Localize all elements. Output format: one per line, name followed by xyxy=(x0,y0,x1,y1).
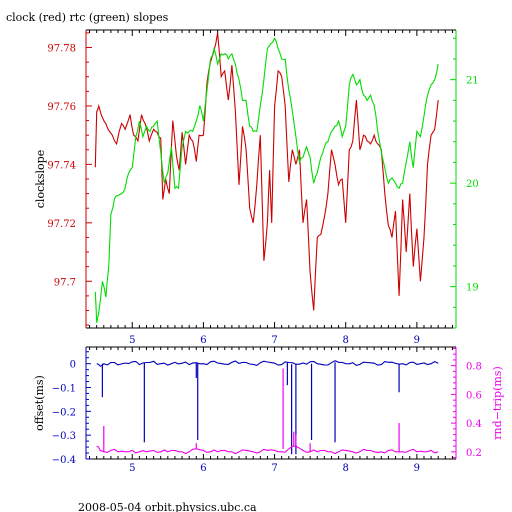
offset-panel: 5 6 7 8 9 0 −0.1 −0.2 −0.3 −0.4 0.2 0.4 0.6 0.8 offset… xyxy=(33,346,504,474)
y-tick-label: −0.2 xyxy=(52,407,76,418)
x-tick-label: 8 xyxy=(343,463,349,474)
x-tick-label: 6 xyxy=(200,463,206,474)
x-tick-label: 9 xyxy=(414,463,420,474)
y-tick-label: −0.4 xyxy=(52,455,76,466)
y2-tick-label: 20 xyxy=(466,179,479,190)
y2-tick-label: 21 xyxy=(466,76,479,87)
y-tick-label: −0.3 xyxy=(52,431,76,442)
y2-tick-label: 0.2 xyxy=(466,448,482,459)
y2-tick-label: 0.4 xyxy=(466,419,482,430)
y-tick-label: 97.78 xyxy=(47,44,76,55)
y-tick-label: 97.76 xyxy=(47,102,76,113)
x-tick-label: 7 xyxy=(271,335,277,346)
y2-tick-label: 0.6 xyxy=(466,390,482,401)
y-tick-label: 97.74 xyxy=(47,160,76,171)
x-tick-label: 5 xyxy=(129,463,135,474)
y2-tick-label: 0.8 xyxy=(466,362,482,373)
y-tick-label: −0.1 xyxy=(52,384,76,395)
y-tick-label: 97.7 xyxy=(54,277,76,288)
series-line-clock xyxy=(94,32,439,311)
x-tick-label: 6 xyxy=(200,335,206,346)
y-tick-label: 0 xyxy=(70,360,76,371)
series-line-offset xyxy=(96,360,439,367)
y2-tick-label: 19 xyxy=(466,283,479,294)
y2-axis-label: rnd−trip(ms) xyxy=(491,366,504,440)
chart-title: clock (red) rtc (green) slopes xyxy=(6,11,169,24)
footer-caption: 2008-05-04 orbit.physics.ubc.ca xyxy=(78,501,257,512)
y-axis-label: offset(ms) xyxy=(33,375,46,431)
x-tick-label: 5 xyxy=(129,335,135,346)
x-tick-label: 7 xyxy=(271,463,277,474)
x-tick-label: 9 xyxy=(414,335,420,346)
x-tick-label: 8 xyxy=(343,335,349,346)
y-tick-label: 97.72 xyxy=(47,219,76,230)
series-line-rndtrip xyxy=(96,445,439,455)
slopes-panel: 5 6 7 8 9 97.7 97.72 97.74 97.76 97.78 19 20 21 clock… xyxy=(34,29,479,346)
y-axis-label: clockslope xyxy=(34,150,47,208)
series-line-rtc xyxy=(94,37,439,323)
